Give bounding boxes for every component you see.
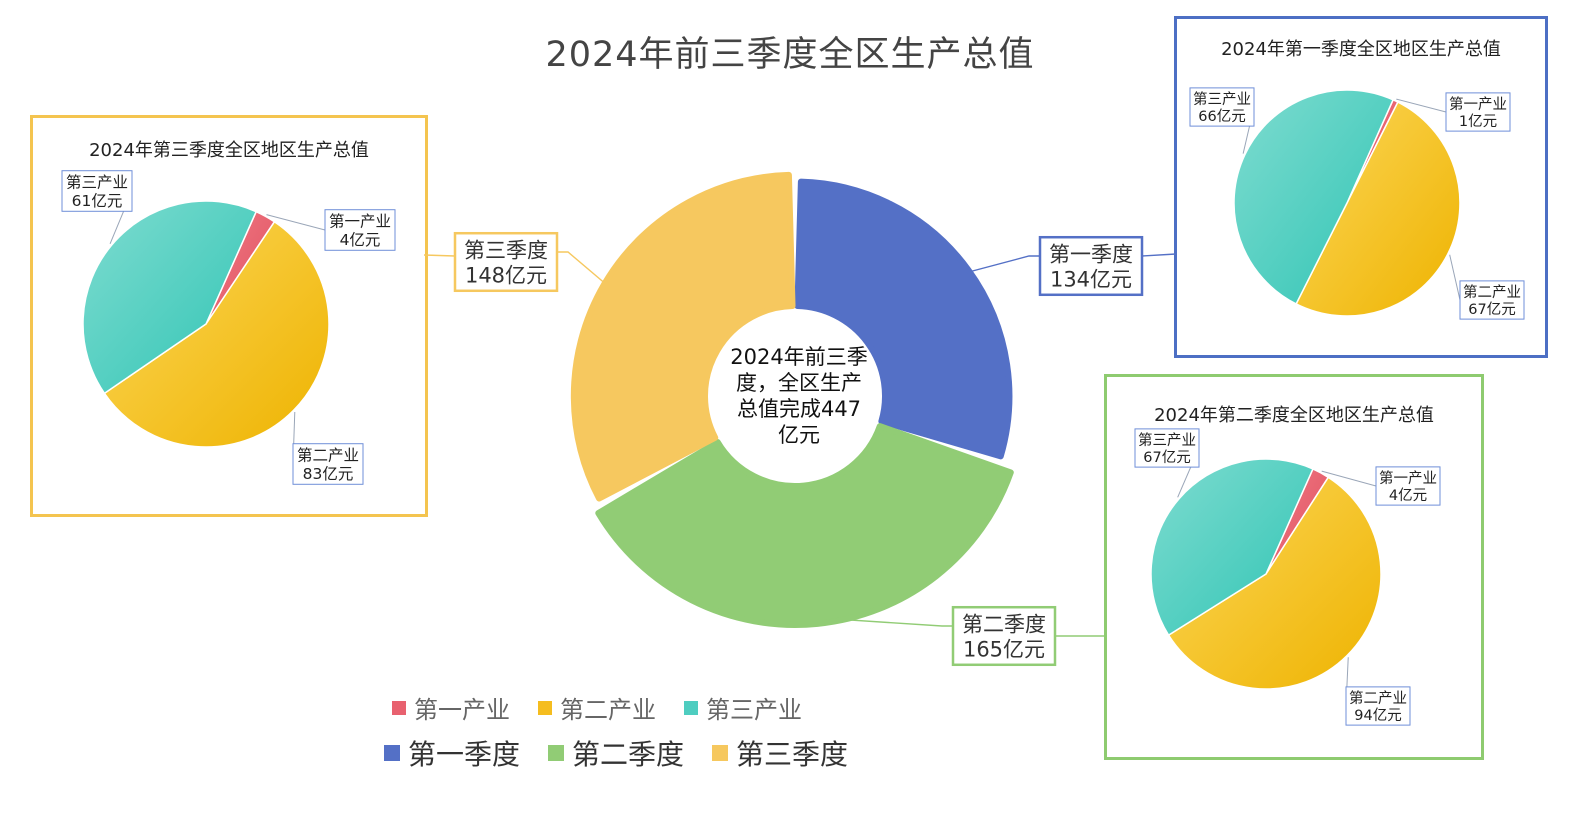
donut-label-q2-line-0: 第二季度 — [962, 613, 1046, 637]
quarter-legend: 第一季度 第二季度 第三季度 — [384, 733, 876, 773]
donut-center-line-2: 总值完成447 — [737, 397, 861, 421]
donut-center-line-1: 度，全区生产 — [736, 371, 862, 395]
donut-slice-q1[interactable] — [794, 178, 1013, 460]
donut-label-leader-q3 — [558, 251, 610, 288]
legend-swatch-q3 — [712, 745, 729, 761]
legend-swatch-q1 — [384, 745, 400, 761]
legend-swatch-secondary — [538, 700, 552, 715]
legend-item-q1[interactable]: 第一季度 — [384, 733, 520, 773]
panel-q2-title: 2024年第二季度全区地区生产总值 — [1154, 405, 1434, 426]
donut-label-q1-line-0: 第一季度 — [1049, 243, 1133, 267]
chart-title: 2024年前三季度全区生产总值 — [545, 35, 1035, 75]
panel-q3-title: 2024年第三季度全区地区生产总值 — [89, 140, 369, 161]
legend-label-q1: 第一季度 — [408, 738, 521, 771]
legend-item-q2[interactable]: 第二季度 — [548, 733, 684, 773]
legend-item-q3[interactable]: 第三季度 — [712, 733, 848, 773]
panel-q1-pie: 2024年第一季度全区地区生产总值 — [1174, 16, 1548, 358]
donut-slice-q2[interactable] — [595, 423, 1014, 628]
legend-swatch-q2 — [548, 745, 565, 761]
donut-center-line-0: 2024年前三季 — [730, 345, 867, 369]
panel-q1-title: 2024年第一季度全区地区生产总值 — [1221, 39, 1501, 60]
donut-slice-q3[interactable] — [570, 171, 796, 502]
panel-q2-pie: 2024年第二季度全区地区生产总值 — [1104, 374, 1484, 760]
legend-item-tertiary[interactable]: 第三产业 — [684, 690, 802, 725]
legend-label-tertiary: 第三产业 — [706, 696, 802, 724]
panel-q1-connector — [1141, 253, 1177, 257]
donut-label-q1-line-1: 134亿元 — [1050, 267, 1132, 291]
legend-item-secondary[interactable]: 第二产业 — [538, 690, 656, 725]
legend-label-secondary: 第二产业 — [560, 696, 656, 724]
donut-label-q3-line-0: 第三季度 — [464, 239, 548, 263]
legend-label-q2: 第二季度 — [572, 738, 685, 771]
panel-q3-pie: 2024年第三季度全区地区生产总值 — [30, 115, 428, 517]
donut-label-leader-q2 — [816, 617, 952, 627]
legend-label-q3: 第三季度 — [736, 738, 849, 771]
donut-label-q3-line-1: 148亿元 — [465, 263, 547, 287]
legend-label-primary: 第一产业 — [414, 696, 510, 724]
legend-item-primary[interactable]: 第一产业 — [392, 690, 510, 725]
donut-center-line-3: 亿元 — [778, 423, 820, 447]
donut-label-leader-q1 — [963, 255, 1039, 275]
donut-label-q2-line-1: 165亿元 — [963, 637, 1045, 661]
panel-q3-connector — [423, 254, 456, 257]
legend-swatch-primary — [392, 700, 406, 715]
legend-swatch-tertiary — [684, 700, 698, 715]
industry-legend: 第一产业 第二产业 第三产业 — [392, 690, 830, 725]
